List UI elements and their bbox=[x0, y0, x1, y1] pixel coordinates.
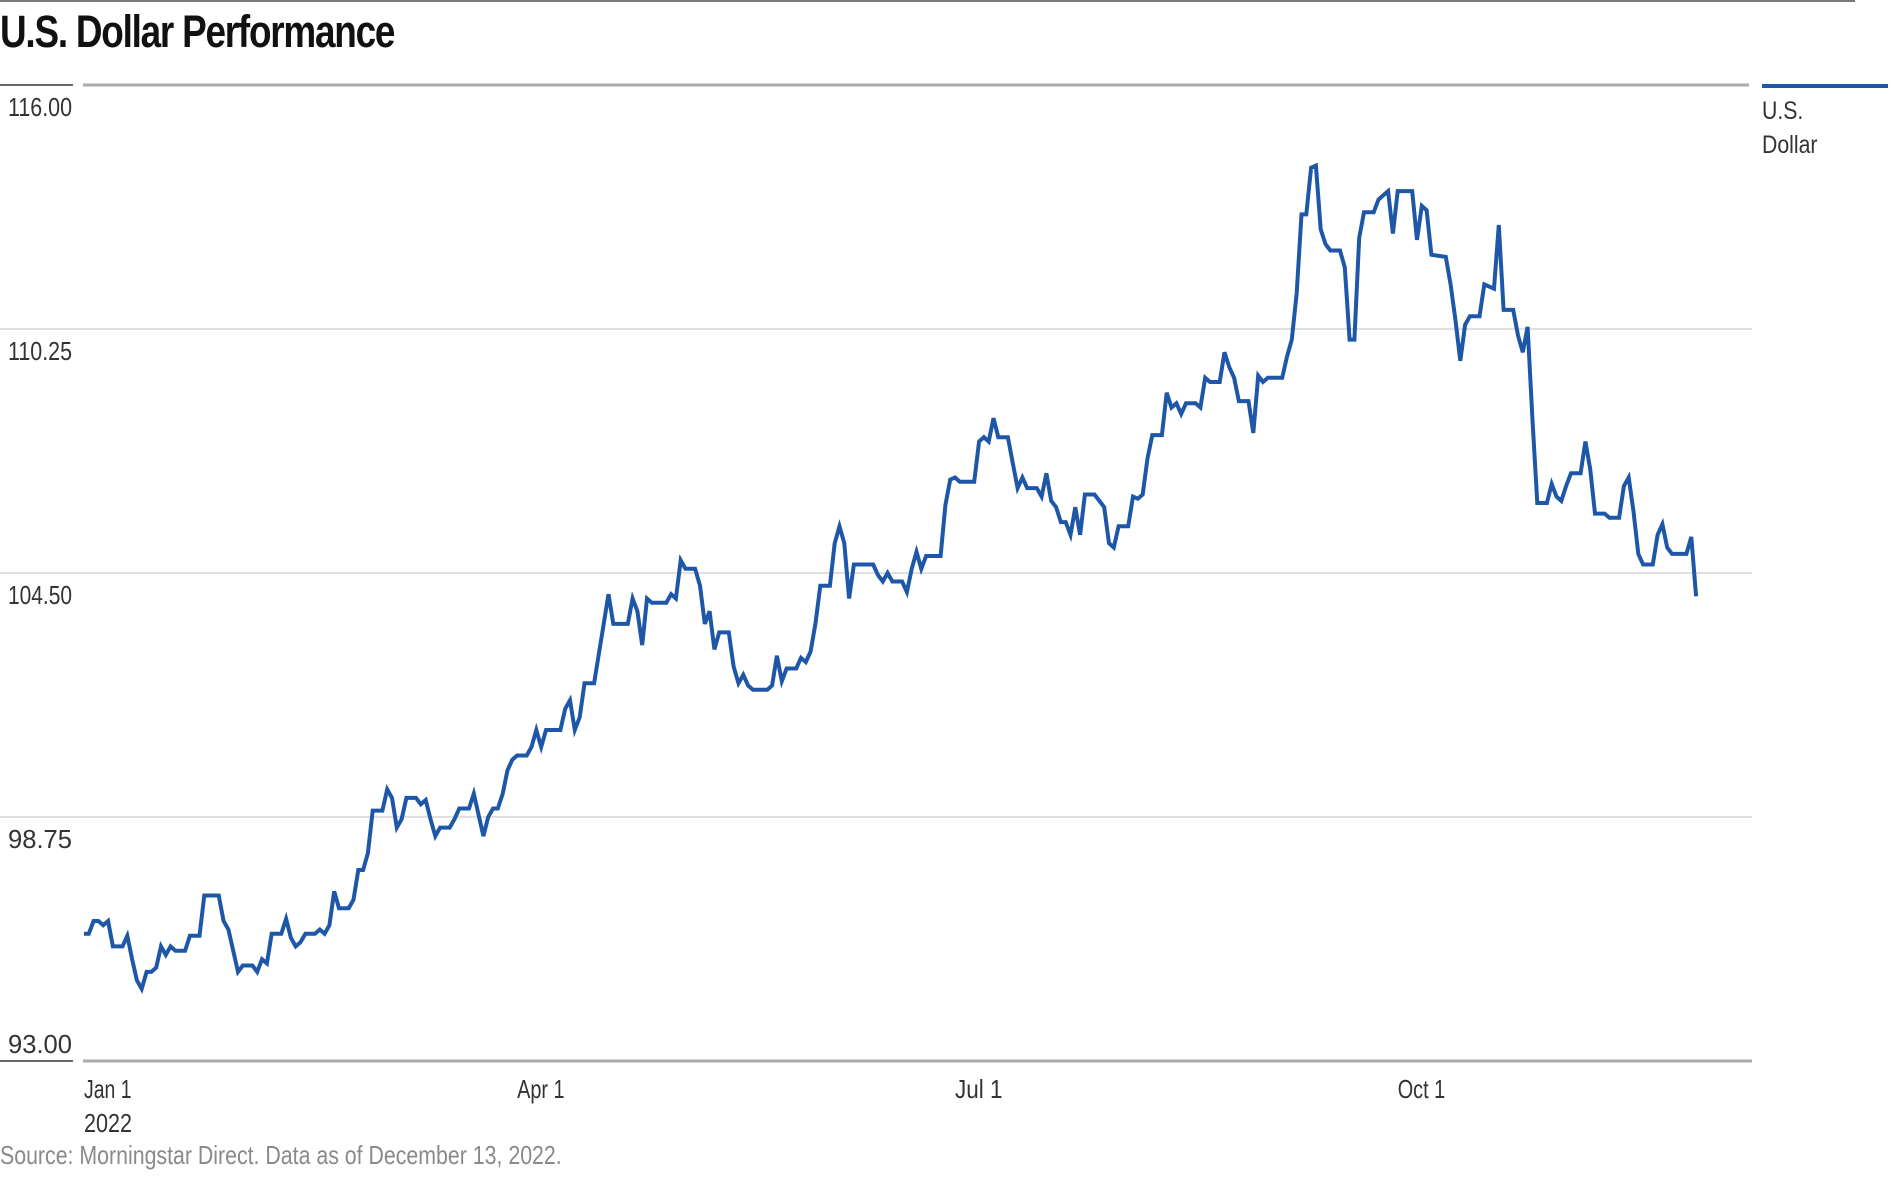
y-axis-labels: 116.00 110.25 104.50 98.75 93.00 bbox=[8, 92, 72, 1059]
chart-title: U.S. Dollar Performance bbox=[0, 6, 395, 57]
x-axis-labels: Jan 1 2022 Apr 1 Jul 1 Oct 1 bbox=[84, 1074, 1445, 1138]
gridlines bbox=[0, 83, 1752, 1063]
us-dollar-line bbox=[84, 162, 1699, 995]
x-tick-label: Jan 1 bbox=[84, 1074, 132, 1104]
x-tick-label: Apr 1 bbox=[517, 1074, 565, 1104]
x-tick-label: Jul 1 bbox=[955, 1074, 1003, 1104]
legend-label-line1: U.S. bbox=[1762, 97, 1804, 125]
x-tick-label: Oct 1 bbox=[1398, 1074, 1446, 1104]
source-note: Source: Morningstar Direct. Data as of D… bbox=[0, 1140, 562, 1170]
y-tick-label: 116.00 bbox=[8, 92, 72, 122]
y-tick-label: 104.50 bbox=[8, 580, 72, 610]
y-tick-label: 110.25 bbox=[8, 336, 72, 366]
legend-label-line2: Dollar bbox=[1762, 131, 1818, 159]
y-tick-label: 98.75 bbox=[8, 824, 72, 854]
top-rule bbox=[0, 0, 1855, 2]
x-tick-sublabel: 2022 bbox=[84, 1108, 132, 1138]
y-tick-label: 93.00 bbox=[8, 1029, 72, 1059]
